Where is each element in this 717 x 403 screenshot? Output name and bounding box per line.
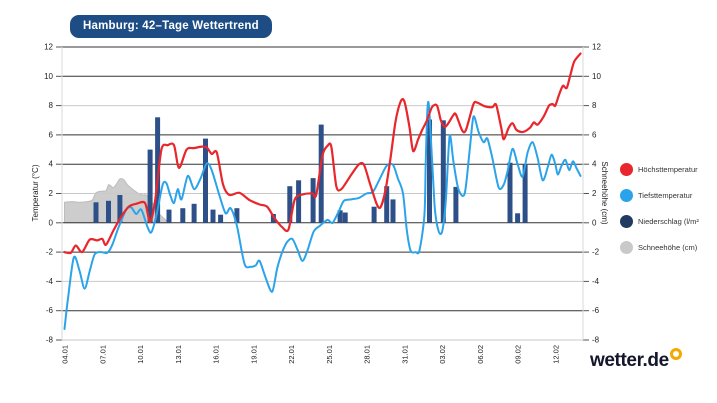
precipitation-bar xyxy=(427,119,432,223)
svg-text:6: 6 xyxy=(592,130,597,139)
precipitation-bar xyxy=(147,149,153,223)
wetter-de-logo-text: wetter.de xyxy=(590,350,669,371)
svg-text:07.01: 07.01 xyxy=(98,345,107,364)
svg-text:-8: -8 xyxy=(46,336,54,345)
chart-title-badge: Hamburg: 42–Tage Wettertrend xyxy=(70,15,272,38)
svg-text:28.01: 28.01 xyxy=(363,345,372,364)
y-right-axis-title: Schneehöhe (cm) xyxy=(600,161,609,224)
snow-depth-dot-icon xyxy=(620,241,633,254)
chart-legend: Höchsttemperatur Tiefsttemperatur Nieder… xyxy=(620,163,699,267)
precipitation-bar xyxy=(453,186,459,223)
svg-text:22.01: 22.01 xyxy=(287,345,296,364)
chart-title: Hamburg: 42–Tage Wettertrend xyxy=(83,20,259,32)
x-axis-labels: 04.01 07.01 10.01 13.01 16.01 19.01 22.01 25.01… xyxy=(61,345,561,364)
wetter-de-logo[interactable]: wetter.de xyxy=(590,348,682,372)
svg-text:13.01: 13.01 xyxy=(174,345,183,364)
svg-text:4: 4 xyxy=(592,160,597,169)
precipitation-bar xyxy=(234,208,240,223)
precipitation-bar xyxy=(93,202,99,223)
precipitation-bar xyxy=(166,209,172,223)
svg-text:06.02: 06.02 xyxy=(476,345,485,364)
y-left-axis-title: Temperatur (°C) xyxy=(31,164,40,221)
precipitation-bar xyxy=(507,162,513,223)
svg-text:25.01: 25.01 xyxy=(325,345,334,364)
precipitation-bar xyxy=(371,206,377,223)
svg-text:-6: -6 xyxy=(592,306,600,315)
svg-text:0: 0 xyxy=(49,218,54,227)
precipitation-bar xyxy=(296,180,302,223)
legend-item-niederschlag: Niederschlag (l/m² xyxy=(620,215,699,228)
svg-text:8: 8 xyxy=(49,101,54,110)
svg-text:10: 10 xyxy=(592,72,601,81)
precipitation-bar xyxy=(310,178,316,223)
precipitation-bar xyxy=(180,208,186,223)
svg-text:16.01: 16.01 xyxy=(212,345,221,364)
svg-text:-4: -4 xyxy=(592,277,600,286)
precipitation-bar xyxy=(522,164,528,223)
logo-degree-ring-icon xyxy=(669,348,682,360)
svg-text:19.01: 19.01 xyxy=(249,345,258,364)
svg-text:04.01: 04.01 xyxy=(61,345,70,364)
svg-text:-4: -4 xyxy=(46,277,54,286)
legend-item-tiefsttemperatur: Tiefsttemperatur xyxy=(620,189,699,202)
precipitation-bar xyxy=(318,124,324,223)
precipitation-bar xyxy=(218,214,224,223)
svg-text:8: 8 xyxy=(592,101,597,110)
svg-text:-2: -2 xyxy=(592,248,600,257)
svg-text:12: 12 xyxy=(592,43,601,52)
precipitation-bar xyxy=(515,213,521,223)
precipitation-dot-icon xyxy=(620,215,633,228)
legend-item-hoechsttemperatur: Höchsttemperatur xyxy=(620,163,699,176)
precipitation-bar xyxy=(210,209,216,223)
precipitation-bar xyxy=(337,210,343,223)
svg-text:10.01: 10.01 xyxy=(136,345,145,364)
svg-text:6: 6 xyxy=(49,130,54,139)
precipitation-bar xyxy=(203,138,208,223)
precipitation-bar xyxy=(117,195,123,223)
min-temp-dot-icon xyxy=(620,189,633,202)
svg-text:2: 2 xyxy=(592,189,597,198)
svg-text:10: 10 xyxy=(44,72,53,81)
svg-text:03.02: 03.02 xyxy=(438,345,447,364)
svg-text:-2: -2 xyxy=(46,248,54,257)
svg-text:0: 0 xyxy=(592,218,597,227)
max-temp-line xyxy=(63,52,582,255)
svg-text:-8: -8 xyxy=(592,336,600,345)
precipitation-bar xyxy=(440,120,446,223)
svg-text:4: 4 xyxy=(49,160,54,169)
svg-text:2: 2 xyxy=(49,189,54,198)
max-temp-dot-icon xyxy=(620,163,633,176)
min-temp-line xyxy=(63,101,582,330)
precipitation-bar xyxy=(191,203,197,223)
svg-text:09.02: 09.02 xyxy=(514,345,523,364)
svg-text:12.02: 12.02 xyxy=(551,345,560,364)
precipitation-bar xyxy=(384,186,390,223)
y-axis-labels: 12 12 10 10 8 8 6 6 4 4 2 2 0 0 -2 -2 -4 -4 -6 -6 -8 -8 xyxy=(44,43,601,345)
svg-text:31.01: 31.01 xyxy=(400,345,409,364)
precipitation-bar xyxy=(287,186,293,223)
precipitation-bar xyxy=(106,200,111,223)
precipitation-bar xyxy=(342,212,348,223)
legend-item-schneehoehe: Schneehöhe (cm) xyxy=(620,241,699,254)
precipitation-bar xyxy=(390,199,396,223)
svg-text:12: 12 xyxy=(44,43,53,52)
svg-text:-6: -6 xyxy=(46,306,54,315)
